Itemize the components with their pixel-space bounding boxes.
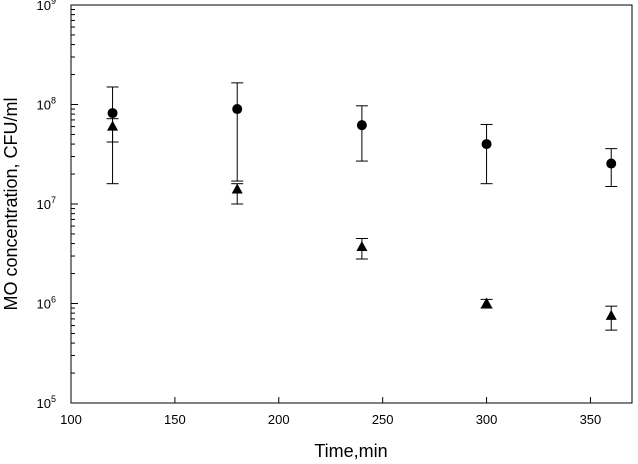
plot-frame: [70, 4, 633, 404]
x-tick-label: 300: [476, 412, 498, 427]
y-tick-base: 10: [37, 197, 51, 212]
circle-marker: [481, 139, 492, 150]
x-axis: 100 150 200 250 300 350: [60, 397, 601, 427]
y-tick-base: 10: [37, 396, 51, 411]
triangle-marker: [481, 297, 493, 308]
y-tick-base: 10: [37, 0, 51, 13]
triangle-marker: [605, 309, 617, 320]
y-tick-exponent: 7: [51, 195, 56, 205]
triangle-marker: [231, 183, 243, 194]
y-tick-label: 106: [37, 295, 56, 312]
circle-marker: [107, 108, 118, 119]
y-tick-label: 105: [37, 394, 56, 411]
circle-marker: [232, 104, 243, 115]
triangle-marker: [356, 240, 368, 251]
circle-marker: [356, 120, 367, 131]
data-markers: [107, 104, 617, 320]
y-tick-exponent: 8: [51, 96, 56, 106]
y-tick-label: 108: [37, 96, 56, 113]
y-tick-label: 109: [37, 0, 56, 13]
x-tick-label: 100: [60, 412, 82, 427]
y-axis-title: MO concentration, CFU/ml: [1, 97, 21, 310]
x-tick-label: 250: [372, 412, 394, 427]
y-tick-base: 10: [37, 297, 51, 312]
x-tick-label: 150: [164, 412, 186, 427]
y-tick-base: 10: [37, 98, 51, 113]
x-tick-label: 200: [268, 412, 290, 427]
x-axis-title: Time,min: [314, 441, 387, 461]
y-tick-exponent: 5: [51, 394, 56, 404]
y-tick-exponent: 9: [51, 0, 56, 6]
circle-marker: [606, 158, 617, 169]
triangle-marker: [107, 120, 119, 131]
x-tick-label: 350: [580, 412, 602, 427]
y-tick-label: 107: [37, 195, 56, 212]
error-bars: [106, 82, 618, 331]
y-tick-exponent: 6: [51, 295, 56, 305]
